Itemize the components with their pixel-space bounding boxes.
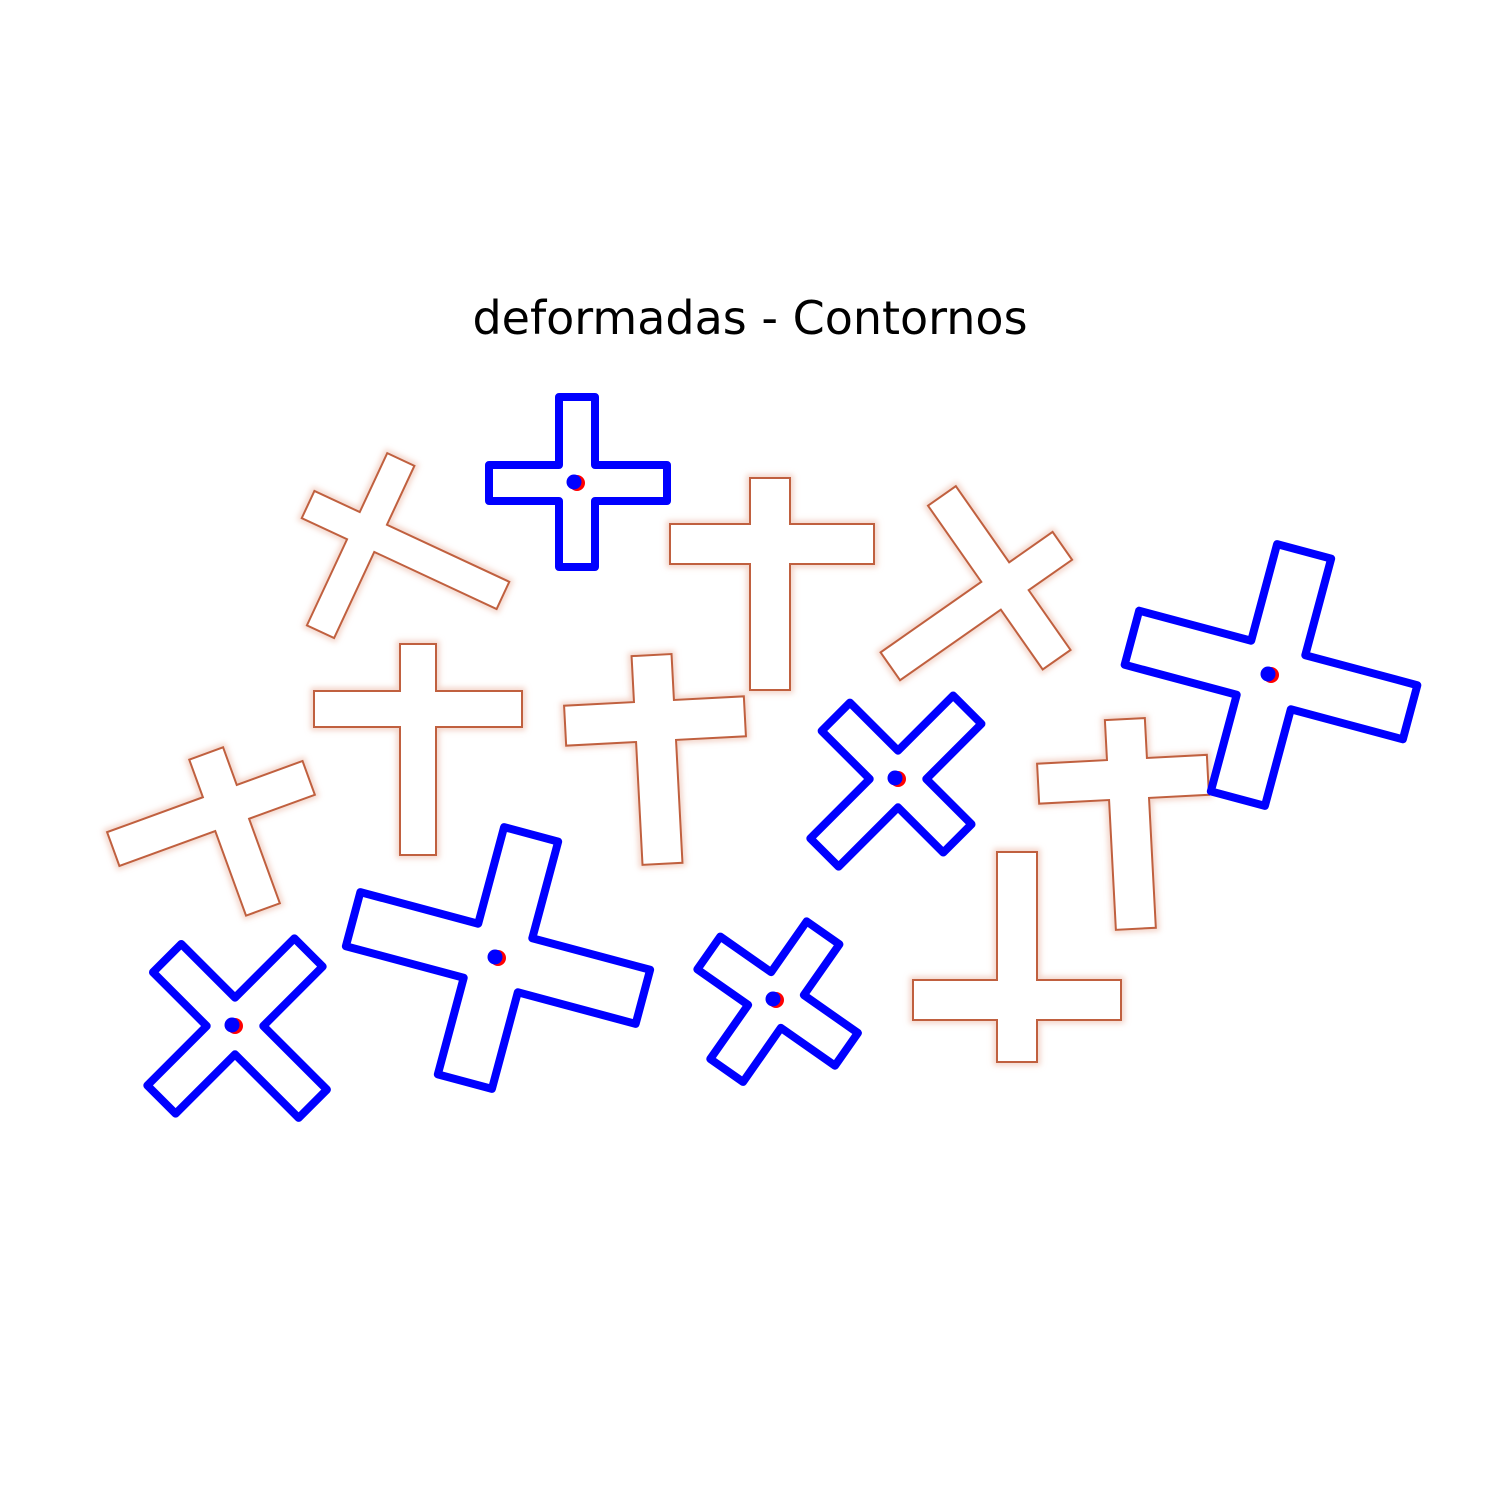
cross-shape — [909, 848, 1125, 1066]
cross-shape — [666, 474, 878, 694]
centroid-dot — [887, 770, 903, 786]
cross-shape-outline — [105, 746, 317, 917]
cross-shape-outline — [1036, 716, 1210, 931]
cross-shape — [310, 640, 526, 859]
cross-shape-outline — [879, 484, 1074, 682]
centroid-dot — [487, 949, 503, 965]
centroid-dot — [765, 991, 781, 1007]
centroid-dot — [1260, 666, 1276, 682]
cross-shape-outline — [563, 652, 747, 866]
cross-shape-outline — [669, 477, 875, 691]
cross-shape-outline — [313, 643, 523, 856]
detected-contours — [143, 393, 1422, 1122]
cross-shape-outline — [300, 451, 511, 640]
cross-shape — [102, 742, 320, 921]
cross-shape — [875, 481, 1077, 686]
centroid-dot — [224, 1017, 240, 1033]
centroid-dot — [566, 474, 582, 490]
cross-shape — [560, 650, 750, 869]
image-title: deformadas - Contornos — [472, 291, 1028, 345]
cross-shape — [297, 448, 514, 643]
cross-shape — [1033, 714, 1213, 934]
cross-shape-outline — [912, 851, 1122, 1063]
unmarked-shapes — [102, 448, 1213, 1066]
